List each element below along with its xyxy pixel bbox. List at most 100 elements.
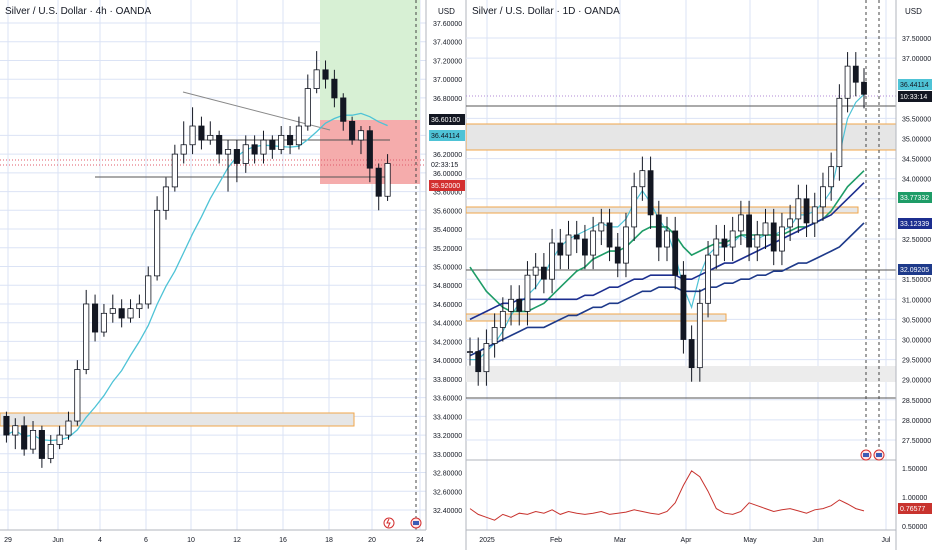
left-candle-body xyxy=(12,425,19,436)
left-candle-body xyxy=(260,139,267,155)
left-candle-body xyxy=(47,444,54,459)
right-price-tick: 35.00000 xyxy=(902,137,931,144)
left-time-tick: 6 xyxy=(144,537,148,544)
left-price-tick: 33.60000 xyxy=(433,396,462,403)
left-candles xyxy=(3,51,391,468)
right-countdown: 10:33:14 xyxy=(900,94,927,101)
right-candle-body xyxy=(844,65,851,99)
left-candle-body xyxy=(340,97,347,122)
left-candle-body xyxy=(278,134,285,150)
right-candles xyxy=(467,52,867,386)
current-price-label: 36.44114 xyxy=(431,133,460,140)
right-flag-icon-2[interactable] xyxy=(873,449,885,461)
right-currency-label: USD xyxy=(905,7,922,16)
left-candle-body xyxy=(154,209,161,277)
left-candle-body xyxy=(384,163,391,197)
right-price-tick: 28.50000 xyxy=(902,398,931,405)
right-time-tick: Apr xyxy=(681,537,693,544)
left-price-tick: 35.80000 xyxy=(433,190,462,197)
right-candle-body xyxy=(779,226,785,252)
left-price-tick: 35.00000 xyxy=(433,265,462,272)
left-price-tick: 37.20000 xyxy=(433,58,462,65)
left-chart-panel[interactable]: Silver / U.S. Dollar · 4h · OANDA USD 37… xyxy=(0,0,465,544)
right-candle-body xyxy=(762,222,769,236)
left-chart-title: Silver / U.S. Dollar · 4h · OANDA xyxy=(5,6,151,17)
right-candle-body xyxy=(647,170,654,216)
left-flag-icon[interactable] xyxy=(410,517,422,529)
left-candle-body xyxy=(118,308,125,319)
right-price-tick: 37.50000 xyxy=(902,36,931,43)
left-price-tick: 33.40000 xyxy=(433,414,462,421)
right-candle-body xyxy=(803,198,810,224)
ma-navy-label-bg xyxy=(898,218,932,229)
ma-green-label-bg xyxy=(898,192,932,203)
right-candle-body xyxy=(573,234,580,240)
left-price-tick: 36.80000 xyxy=(433,96,462,103)
oscillator-ticks: 1.50000 1.00000 0.50000 xyxy=(902,466,927,531)
right-time-tick: Feb xyxy=(550,537,562,544)
left-candle-body xyxy=(287,134,294,146)
left-candle-body xyxy=(83,303,90,370)
right-candle-body xyxy=(467,351,473,353)
ma-navy-label: 33.12339 xyxy=(900,221,929,228)
right-price-tick: 37.00000 xyxy=(902,56,931,63)
oscillator-value-bg xyxy=(898,503,932,514)
left-candle-body xyxy=(349,120,356,141)
left-price-tick: 32.80000 xyxy=(433,471,462,478)
right-time-tick: 2025 xyxy=(479,537,495,544)
right-price-tick: 29.50000 xyxy=(902,358,931,365)
right-candle-body xyxy=(491,327,498,344)
right-flag-icon-1[interactable] xyxy=(860,449,872,461)
candle-countdown: 02:33:15 xyxy=(431,162,458,169)
right-candle-body xyxy=(787,218,794,228)
right-candle-body xyxy=(836,97,843,168)
right-candle-body xyxy=(532,266,539,276)
right-candle-body xyxy=(614,246,621,264)
right-time-tick: Jun xyxy=(812,537,823,544)
left-time-tick: Jun xyxy=(52,537,63,544)
left-alert-icon[interactable] xyxy=(383,517,395,529)
left-price-tick: 34.20000 xyxy=(433,339,462,346)
left-price-tick: 35.40000 xyxy=(433,227,462,234)
left-time-tick: 20 xyxy=(368,537,376,544)
left-price-tick: 34.80000 xyxy=(433,283,462,290)
left-candle-body xyxy=(216,134,223,155)
current-price-label-bg xyxy=(429,130,465,141)
left-candle-body xyxy=(304,88,311,127)
left-candle-body xyxy=(242,144,249,164)
left-price-tick: 33.20000 xyxy=(433,433,462,440)
right-candle-body xyxy=(729,230,736,248)
right-candle-body xyxy=(623,226,629,264)
left-candle-body xyxy=(65,420,72,436)
left-time-tick: 29 xyxy=(4,537,12,544)
left-price-tick: 36.20000 xyxy=(433,152,462,159)
left-candle-body xyxy=(251,144,258,155)
right-candle-body xyxy=(696,302,703,369)
target-price-label-bg xyxy=(429,114,465,125)
right-candle-body xyxy=(664,230,670,248)
right-candle-body xyxy=(688,339,695,369)
right-candle-body xyxy=(483,343,490,373)
right-candle-body xyxy=(524,274,531,312)
left-time-tick: 24 xyxy=(416,537,424,544)
ma-blue-label: 32.09205 xyxy=(900,267,929,274)
right-candle-body xyxy=(795,198,802,220)
left-price-tick: 36.00000 xyxy=(433,171,462,178)
right-chart-panel[interactable]: Silver / U.S. Dollar · 1D · OANDA USD 37… xyxy=(465,0,932,550)
left-candle-body xyxy=(21,425,28,450)
right-candle-body xyxy=(598,222,605,232)
left-candle-body xyxy=(145,275,152,305)
oscillator-value: 0.76577 xyxy=(900,506,925,513)
right-candle-body xyxy=(499,310,506,328)
right-price-tick: 28.00000 xyxy=(902,418,931,425)
left-candle-body xyxy=(198,125,205,141)
oscillator-tick: 1.00000 xyxy=(902,495,927,502)
oscillator-tick: 1.50000 xyxy=(902,466,927,473)
oscillator-line xyxy=(469,470,865,521)
right-ma-long-line xyxy=(469,222,865,357)
right-candle-body xyxy=(655,214,662,248)
right-countdown-bg xyxy=(898,91,932,102)
left-candle-body xyxy=(295,125,302,146)
left-candle-body xyxy=(136,303,143,310)
